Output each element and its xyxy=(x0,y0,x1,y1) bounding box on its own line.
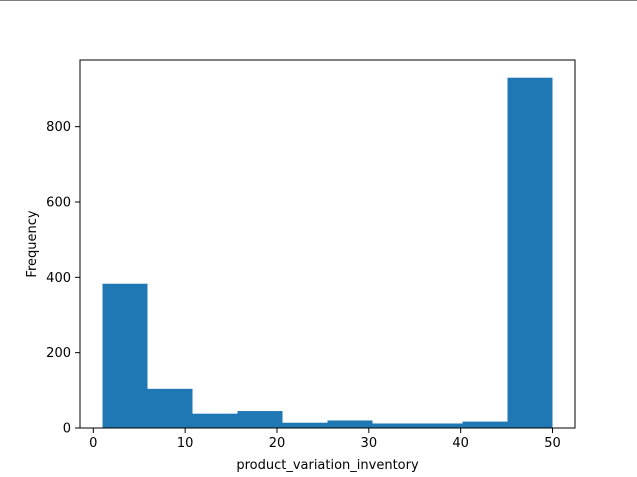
y-axis-label: Frequency xyxy=(25,210,40,277)
y-tick-label: 400 xyxy=(46,271,71,286)
histogram-bar xyxy=(282,422,328,428)
y-tick-label: 200 xyxy=(46,346,71,361)
histogram-bar xyxy=(417,423,463,428)
plot-frame xyxy=(79,59,576,429)
histogram-bar xyxy=(237,411,283,428)
histogram-bar xyxy=(462,421,508,428)
x-tick-label: 0 xyxy=(89,436,97,451)
x-tick-label: 10 xyxy=(177,436,194,451)
x-axis-ticks: 0 10 20 30 40 50 xyxy=(89,428,561,451)
histogram-bar xyxy=(327,420,373,428)
x-tick-label: 30 xyxy=(361,436,378,451)
bars-group xyxy=(102,77,553,428)
x-axis-label: product_variation_inventory xyxy=(236,458,419,473)
y-tick-label: 600 xyxy=(46,196,71,211)
x-tick-label: 50 xyxy=(544,436,561,451)
y-tick-label: 800 xyxy=(46,120,71,135)
histogram-bar xyxy=(102,283,148,428)
histogram-bar xyxy=(192,413,238,428)
x-tick-label: 40 xyxy=(452,436,469,451)
histogram-bar xyxy=(147,388,193,428)
histogram-bar xyxy=(372,423,418,428)
y-tick-label: 0 xyxy=(63,422,71,437)
window-top-border xyxy=(0,0,637,1)
y-axis-ticks: 0 200 400 600 800 xyxy=(46,120,80,437)
histogram-bar xyxy=(507,77,553,428)
x-tick-label: 20 xyxy=(269,436,286,451)
